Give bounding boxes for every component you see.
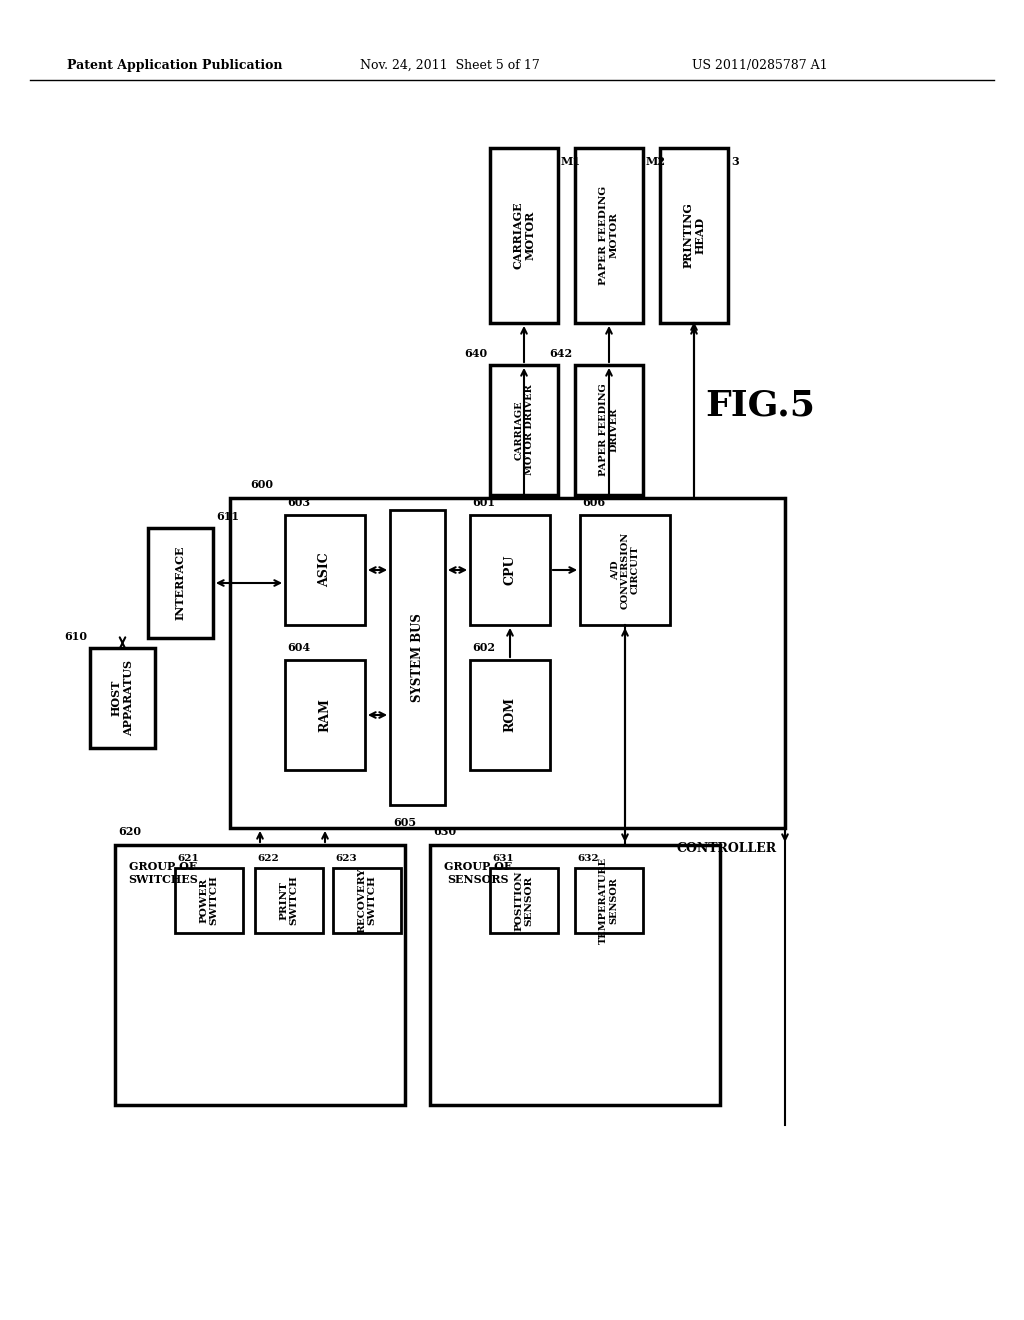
Text: 603: 603 <box>287 498 310 508</box>
Text: 611: 611 <box>216 511 239 521</box>
Bar <box>115 845 406 1105</box>
Text: 623: 623 <box>335 854 356 863</box>
Bar <box>470 660 550 770</box>
Text: RAM: RAM <box>318 698 332 731</box>
Bar <box>230 498 785 828</box>
Bar <box>175 869 243 933</box>
Text: 630: 630 <box>433 826 456 837</box>
Text: 631: 631 <box>492 854 514 863</box>
Text: 622: 622 <box>257 854 279 863</box>
Text: M1: M1 <box>561 156 581 168</box>
Bar <box>90 648 155 748</box>
Text: A/D
CONVERSION
CIRCUIT: A/D CONVERSION CIRCUIT <box>610 532 640 609</box>
Bar <box>575 366 643 495</box>
Bar <box>255 869 323 933</box>
Text: Nov. 24, 2011  Sheet 5 of 17: Nov. 24, 2011 Sheet 5 of 17 <box>360 58 540 71</box>
Bar <box>285 660 365 770</box>
Bar <box>580 515 670 624</box>
Text: POSITION
SENSOR: POSITION SENSOR <box>514 870 534 931</box>
Text: ROM: ROM <box>504 697 516 733</box>
Text: US 2011/0285787 A1: US 2011/0285787 A1 <box>692 58 827 71</box>
Text: HOST
APPARATUS: HOST APPARATUS <box>111 660 134 737</box>
Text: TEMPERATURE
SENSOR: TEMPERATURE SENSOR <box>599 857 618 944</box>
Bar <box>575 869 643 933</box>
Text: Patent Application Publication: Patent Application Publication <box>68 58 283 71</box>
Text: INTERFACE: INTERFACE <box>175 545 186 620</box>
Text: PRINTING
HEAD: PRINTING HEAD <box>682 202 706 268</box>
Bar <box>148 528 213 638</box>
Text: 620: 620 <box>118 826 141 837</box>
Text: PRINT
SWITCH: PRINT SWITCH <box>280 875 299 925</box>
Bar <box>333 869 401 933</box>
Text: CARRIAGE
MOTOR DRIVER: CARRIAGE MOTOR DRIVER <box>514 384 534 475</box>
Bar <box>470 515 550 624</box>
Text: 642: 642 <box>549 348 572 359</box>
Text: 600: 600 <box>250 479 273 490</box>
Text: PAPER FEEDING
MOTOR: PAPER FEEDING MOTOR <box>599 186 618 285</box>
Bar <box>490 366 558 495</box>
Bar <box>430 845 720 1105</box>
Text: 610: 610 <box>63 631 87 642</box>
Text: FIG.5: FIG.5 <box>705 388 815 422</box>
Text: 602: 602 <box>472 642 495 653</box>
Bar <box>490 148 558 323</box>
Text: 3: 3 <box>731 156 738 168</box>
Text: CPU: CPU <box>504 554 516 585</box>
Text: 640: 640 <box>464 348 487 359</box>
Text: ASIC: ASIC <box>318 553 332 587</box>
Text: 601: 601 <box>472 498 495 508</box>
Bar <box>575 148 643 323</box>
Text: PAPER FEEDING
DRIVER: PAPER FEEDING DRIVER <box>599 384 618 477</box>
Text: M2: M2 <box>646 156 666 168</box>
Text: RECOVERY
SWITCH: RECOVERY SWITCH <box>357 867 377 933</box>
Bar <box>490 869 558 933</box>
Bar <box>285 515 365 624</box>
Text: 621: 621 <box>177 854 199 863</box>
Text: CONTROLLER: CONTROLLER <box>677 842 777 855</box>
Text: GROUP OF
SENSORS: GROUP OF SENSORS <box>444 861 512 884</box>
Text: 606: 606 <box>582 498 605 508</box>
Text: SYSTEM BUS: SYSTEM BUS <box>411 612 424 702</box>
Text: 604: 604 <box>287 642 310 653</box>
Bar <box>660 148 728 323</box>
Text: 605: 605 <box>393 817 416 828</box>
Bar <box>390 510 445 805</box>
Text: GROUP OF
SWITCHES: GROUP OF SWITCHES <box>128 861 198 884</box>
Text: CARRIAGE
MOTOR: CARRIAGE MOTOR <box>512 202 536 269</box>
Text: 632: 632 <box>577 854 599 863</box>
Text: POWER
SWITCH: POWER SWITCH <box>200 875 219 925</box>
